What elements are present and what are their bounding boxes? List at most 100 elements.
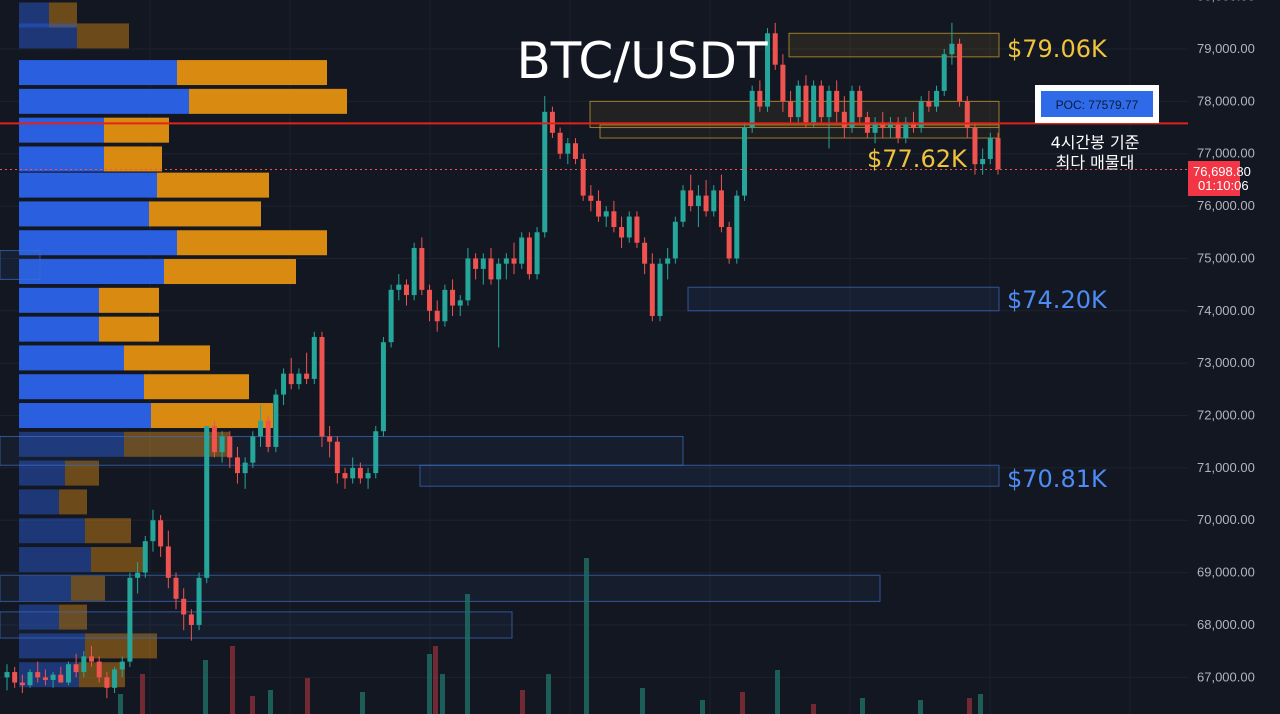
candle bbox=[181, 588, 187, 631]
candle bbox=[726, 221, 732, 264]
candle bbox=[734, 190, 740, 264]
candle bbox=[219, 431, 225, 463]
vp-sell-bar bbox=[164, 259, 296, 285]
candle-body bbox=[165, 546, 171, 578]
candle bbox=[757, 80, 763, 112]
candle bbox=[396, 274, 402, 301]
candle-body bbox=[703, 195, 709, 212]
candle-body bbox=[135, 572, 141, 578]
vp-sell-bar bbox=[144, 374, 249, 400]
candle bbox=[565, 138, 571, 165]
candle bbox=[258, 405, 264, 447]
level-label-70k: $70.81K bbox=[1007, 465, 1108, 493]
candle-body bbox=[964, 101, 970, 128]
candle-body bbox=[511, 258, 517, 264]
candle bbox=[296, 368, 302, 390]
candle bbox=[626, 211, 632, 243]
candle-body bbox=[204, 425, 210, 578]
candle-body bbox=[388, 289, 394, 343]
level-labels: $79.06K $77.62K $74.20K $70.81K bbox=[867, 35, 1108, 493]
candle-body bbox=[219, 436, 225, 453]
candle-body bbox=[788, 101, 794, 118]
volume-bar bbox=[978, 694, 983, 714]
vp-sell-bar bbox=[177, 60, 327, 86]
candle-body bbox=[772, 33, 778, 65]
candle bbox=[250, 431, 256, 468]
candle-body bbox=[234, 457, 240, 474]
candle-body bbox=[780, 64, 786, 102]
volume-bar bbox=[433, 646, 438, 714]
y-tick-label: 80,000.00 bbox=[1197, 0, 1255, 4]
vp-buy-bar bbox=[19, 146, 104, 172]
candle bbox=[457, 295, 463, 317]
candle bbox=[519, 232, 525, 269]
candle bbox=[35, 661, 41, 683]
candle bbox=[803, 75, 809, 128]
candle-body bbox=[112, 669, 118, 688]
candle-body bbox=[35, 672, 41, 678]
candle bbox=[311, 331, 317, 385]
vp-buy-bar bbox=[19, 345, 124, 371]
candle bbox=[496, 258, 502, 348]
candle bbox=[304, 352, 310, 385]
annotation-line-2: 최다 매물대 bbox=[1056, 153, 1135, 172]
vp-sell-bar bbox=[104, 146, 162, 172]
volume-bar bbox=[465, 594, 470, 714]
candle-body bbox=[434, 310, 440, 322]
vp-buy-bar bbox=[19, 172, 157, 198]
candle bbox=[388, 284, 394, 348]
candle bbox=[864, 111, 870, 139]
candle bbox=[373, 425, 379, 479]
candle-body bbox=[949, 43, 955, 55]
candle bbox=[857, 85, 863, 123]
candle-body bbox=[980, 158, 986, 165]
current-price-tag: 76,698.80 01:10:06 bbox=[1188, 161, 1251, 196]
candle bbox=[534, 227, 540, 280]
candle bbox=[135, 562, 141, 594]
vp-sell-bar bbox=[104, 117, 169, 143]
candle-body bbox=[665, 258, 671, 264]
candle bbox=[273, 389, 279, 453]
candle-body bbox=[864, 117, 870, 133]
candle bbox=[972, 122, 978, 175]
candle bbox=[12, 666, 18, 688]
candle-body bbox=[281, 373, 287, 395]
candle bbox=[941, 49, 947, 97]
y-tick-label: 72,000.00 bbox=[1197, 408, 1255, 423]
candle-body bbox=[987, 138, 993, 159]
candle-body bbox=[711, 190, 717, 212]
candle bbox=[427, 284, 433, 322]
candle bbox=[211, 420, 217, 458]
candle bbox=[350, 457, 356, 484]
candle-body bbox=[380, 342, 386, 432]
volume-bar bbox=[967, 698, 972, 714]
vp-buy-bar bbox=[19, 259, 164, 285]
volume-bar bbox=[640, 688, 645, 714]
candle bbox=[403, 279, 409, 306]
volume-bar bbox=[811, 704, 816, 714]
vp-sell-bar bbox=[177, 230, 327, 256]
y-tick-label: 75,000.00 bbox=[1197, 250, 1255, 265]
candle-body bbox=[811, 85, 817, 123]
candle bbox=[104, 672, 110, 699]
candle-body bbox=[642, 242, 648, 264]
candle-body bbox=[73, 664, 79, 673]
candle-body bbox=[288, 373, 294, 385]
candle-body bbox=[603, 211, 609, 217]
vp-sell-bar bbox=[59, 489, 87, 515]
candle-body bbox=[65, 664, 71, 683]
vp-sell-bar bbox=[79, 662, 125, 688]
candle bbox=[96, 656, 102, 683]
candle-body bbox=[19, 682, 25, 686]
vp-buy-bar bbox=[19, 201, 149, 227]
level-zone bbox=[599, 124, 1000, 139]
candle bbox=[327, 425, 333, 458]
volume-bar bbox=[440, 674, 445, 714]
candle bbox=[588, 185, 594, 212]
candle-body bbox=[741, 127, 747, 196]
candle bbox=[603, 206, 609, 228]
candle-body bbox=[826, 90, 832, 118]
candle bbox=[995, 132, 1001, 175]
candle-body bbox=[503, 258, 509, 264]
